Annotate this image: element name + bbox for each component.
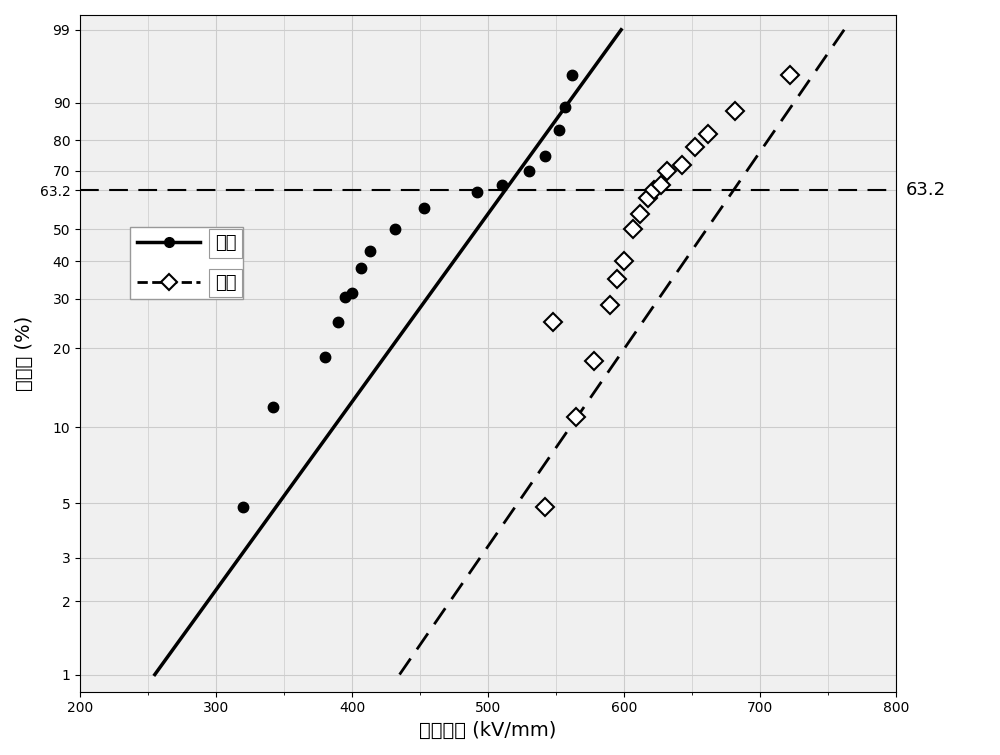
Text: 63.2: 63.2 (905, 181, 945, 199)
X-axis label: 击穿强度 (kV/mm): 击穿强度 (kV/mm) (419, 721, 557, 740)
Y-axis label: 百分比 (%): 百分比 (%) (15, 316, 34, 391)
Legend: 原始, 改性: 原始, 改性 (130, 227, 243, 299)
